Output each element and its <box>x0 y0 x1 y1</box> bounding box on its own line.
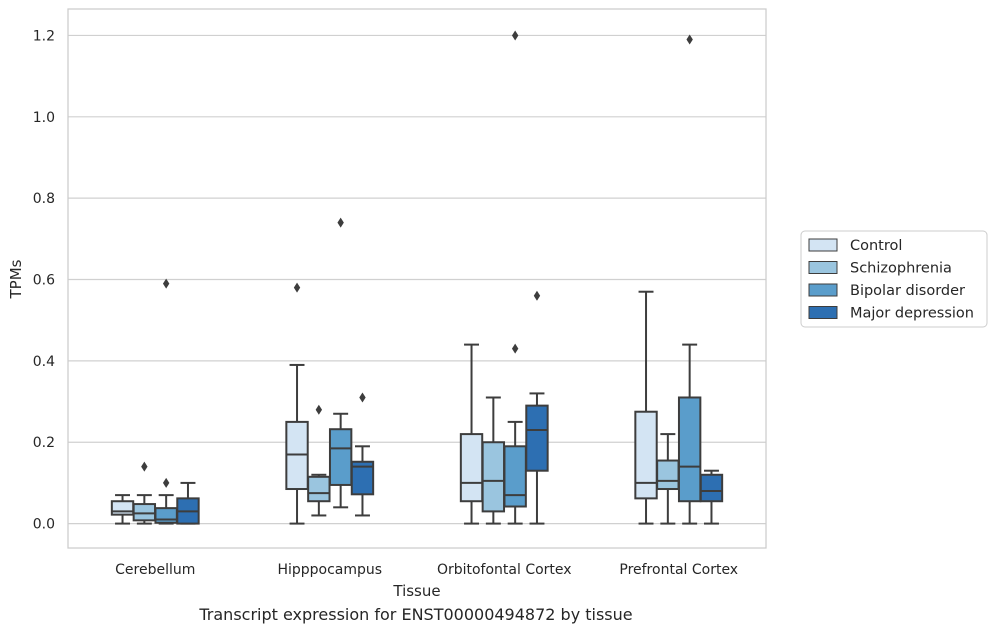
box-control <box>459 343 484 525</box>
box-major-depression <box>176 481 200 525</box>
box-series <box>110 30 724 525</box>
legend-swatch <box>808 283 838 297</box>
legend-swatch <box>808 306 838 319</box>
x-tick-labels: Cerebellum Hipppocampus Orbitofontal Corte… <box>115 562 738 578</box>
box-body <box>132 503 157 522</box>
legend-label: Schizophrenia <box>850 261 952 277</box>
box-major-depression <box>699 469 724 525</box>
x-tick-label: Cerebellum <box>115 562 195 578</box>
outlier-point <box>315 404 323 415</box>
legend-swatch <box>808 261 838 274</box>
box-schizophrenia <box>481 396 506 525</box>
outlier-point <box>359 392 366 403</box>
box-body <box>285 420 309 491</box>
box-body <box>634 410 658 500</box>
box-body <box>699 473 724 503</box>
x-tick-label: Hipppocampus <box>277 562 382 578</box>
outlier-point <box>686 34 693 45</box>
box-body <box>110 500 135 516</box>
box-schizophrenia <box>307 404 331 517</box>
plot-frame <box>67 8 767 549</box>
outlier-point <box>293 282 301 293</box>
outlier-point <box>337 217 344 228</box>
y-tick-label: 0.6 <box>33 273 55 289</box>
outlier-point <box>141 461 148 472</box>
outlier-point <box>162 278 170 289</box>
box-body <box>656 459 680 491</box>
y-tick-label: 0.0 <box>33 517 55 533</box>
box-control <box>634 290 658 525</box>
legend-label: Bipolar disorder <box>850 283 965 299</box>
box-bipolar-disorder <box>503 30 527 525</box>
box-body <box>350 460 375 496</box>
outlier-point <box>533 290 541 301</box>
box-schizophrenia <box>656 433 680 525</box>
box-body <box>481 441 506 513</box>
box-body <box>459 433 484 503</box>
y-tick-label: 0.4 <box>33 354 55 370</box>
legend-label: Control <box>850 238 902 254</box>
grid-lines <box>68 34 766 525</box>
chart-caption: Transcript expression for ENST0000049487… <box>199 605 633 624</box>
box-body <box>307 475 331 503</box>
x-tick-label: Prefrontal Cortex <box>619 562 738 578</box>
legend-label: Major depression <box>850 306 974 322</box>
x-tick-label: Orbitofontal Cortex <box>437 562 572 578</box>
box-body <box>677 396 702 503</box>
box-schizophrenia <box>132 461 157 525</box>
box-bipolar-disorder <box>154 278 178 525</box>
box-control <box>285 282 309 525</box>
box-body <box>154 507 178 524</box>
x-axis-label: Tissue <box>392 582 440 600</box>
y-tick-label: 1.0 <box>33 110 55 126</box>
box-bipolar-disorder <box>677 34 702 525</box>
y-axis-label: TPMs <box>7 259 25 299</box>
outlier-point <box>162 477 170 488</box>
legend-swatch <box>808 238 838 252</box>
box-major-depression <box>525 290 549 525</box>
y-tick-label: 1.2 <box>33 28 55 44</box>
y-tick-label: 0.2 <box>33 435 55 451</box>
box-body <box>525 404 549 472</box>
box-control <box>110 494 135 525</box>
legend: Control Schizophrenia Bipolar disorder Majo… <box>800 230 988 328</box>
outlier-point <box>511 343 519 354</box>
box-body <box>328 428 353 486</box>
y-tick-label: 0.8 <box>33 191 55 207</box>
legend-frame <box>800 230 988 328</box>
box-major-depression <box>350 392 375 517</box>
box-body <box>503 445 527 508</box>
y-tick-labels: 0.0 0.2 0.4 0.6 0.8 1.0 1.2 <box>33 28 55 532</box>
box-bipolar-disorder <box>328 217 353 509</box>
outlier-point <box>511 30 519 41</box>
